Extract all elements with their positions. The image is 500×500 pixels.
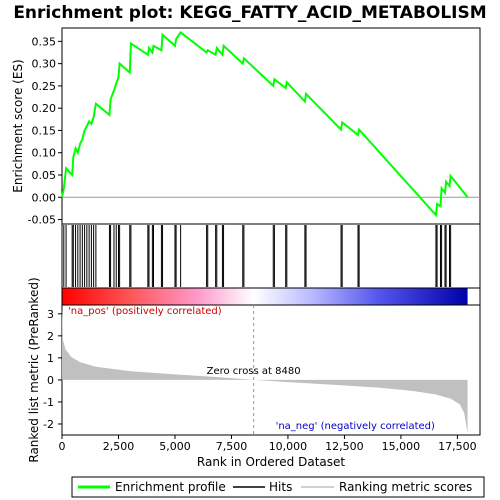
es-y-tick-label: 0.35: [32, 35, 57, 48]
metric-y-axis-label: Ranked list metric (PreRanked): [27, 277, 41, 462]
hits-panel-frame: [61, 223, 481, 289]
es-y-tick-label: 0.05: [32, 169, 57, 182]
hits-panel: [61, 223, 481, 289]
metric-panel: -2 -1 0 1 2 3 Zero cross at 8480 'na_pos' (po…: [43, 304, 481, 436]
es-y-axis-label: Enrichment score (ES): [11, 59, 25, 192]
metric-y-tick-label: -2: [43, 418, 54, 431]
metric-y-tick-label: 1: [47, 352, 54, 365]
color-bar-gradient: [62, 288, 468, 305]
x-axis-label: Rank in Ordered Dataset: [197, 455, 345, 469]
x-tick-label: 17,500: [438, 440, 477, 453]
legend-frame: [71, 476, 485, 498]
legend-hits-label: Hits: [269, 480, 292, 494]
es-y-tick-label: 0.15: [32, 124, 57, 137]
es-y-tick-label: -0.05: [28, 214, 56, 227]
es-panel: -0.05 0.00 0.05 0.10 0.15 0.20 0.25 0.30 0.35: [28, 27, 481, 227]
metric-panel-frame: [61, 304, 481, 436]
x-tick-label: 12,500: [325, 440, 364, 453]
es-y-tick-label: 0.30: [32, 58, 57, 71]
metric-y-tick-label: -1: [43, 396, 54, 409]
x-tick-label: 10,000: [269, 440, 308, 453]
es-y-tick-label: 0.25: [32, 80, 57, 93]
x-tick-label: 15,000: [382, 440, 421, 453]
metric-y-tick-label: 3: [47, 308, 54, 321]
chart-title: Enrichment plot: KEGG_FATTY_ACID_METABOL…: [13, 3, 486, 23]
rank-color-bar: [61, 287, 481, 306]
legend-enrichment-label: Enrichment profile: [115, 480, 226, 494]
es-panel-frame: [61, 27, 481, 225]
x-tick-label: 5,000: [159, 440, 191, 453]
x-tick-label: 0: [59, 440, 66, 453]
negative-correlation-label: 'na_neg' (negatively correlated): [276, 421, 435, 432]
zero-cross-label: Zero cross at 8480: [207, 366, 301, 377]
es-y-tick-label: 0.10: [32, 147, 57, 160]
legend-metric-label: Ranking metric scores: [339, 480, 472, 494]
es-y-tick-label: 0.00: [32, 191, 57, 204]
es-y-tick-label: 0.20: [32, 102, 57, 115]
metric-y-tick-label: 0: [47, 374, 54, 387]
x-tick-label: 2,500: [103, 440, 135, 453]
metric-y-tick-label: 2: [47, 330, 54, 343]
enrichment-profile-line: [61, 31, 469, 218]
legend: Enrichment profile Hits Ranking metric s…: [71, 476, 485, 498]
positive-correlation-label: 'na_pos' (positively correlated): [68, 306, 222, 317]
x-tick-label: 7,500: [216, 440, 248, 453]
